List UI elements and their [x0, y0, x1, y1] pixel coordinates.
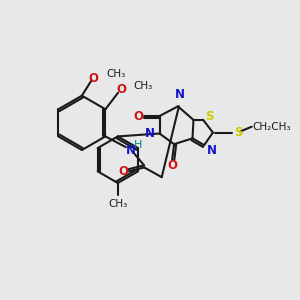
- Text: O: O: [88, 72, 99, 85]
- Text: CH₃: CH₃: [106, 69, 125, 79]
- Text: O: O: [116, 83, 126, 96]
- Text: O: O: [167, 159, 177, 172]
- Text: S: S: [234, 126, 243, 139]
- Text: S: S: [205, 110, 214, 122]
- Text: N: N: [207, 143, 217, 157]
- Text: CH₂CH₃: CH₂CH₃: [253, 122, 291, 132]
- Text: N: N: [175, 88, 185, 101]
- Text: N: N: [145, 127, 155, 140]
- Text: H: H: [134, 140, 142, 150]
- Text: CH₃: CH₃: [134, 81, 153, 91]
- Text: N: N: [126, 143, 136, 157]
- Text: CH₃: CH₃: [108, 199, 128, 208]
- Text: O: O: [133, 110, 143, 122]
- Text: O: O: [118, 165, 128, 178]
